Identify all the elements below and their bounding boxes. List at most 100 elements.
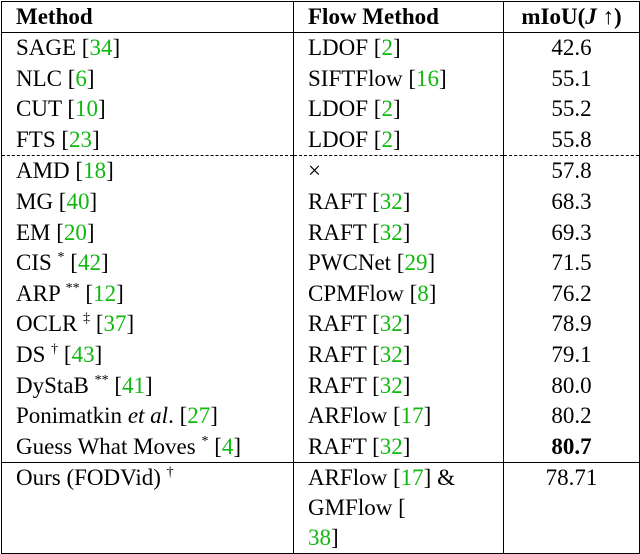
- text: [: [90, 311, 104, 337]
- text: ]: [402, 188, 411, 214]
- text-cite: 20: [63, 219, 87, 245]
- text: AMD [: [16, 158, 84, 184]
- text: ]: [439, 65, 447, 91]
- table-cell: 78.9: [503, 309, 640, 340]
- text-cite: 32: [379, 341, 403, 367]
- text-cite: 40: [66, 188, 90, 214]
- text: Guess What Moves: [16, 433, 202, 459]
- text: 80.0: [551, 372, 592, 398]
- text-cite: 17: [400, 465, 424, 491]
- text-cite: 4: [221, 433, 234, 459]
- text: Method: [16, 4, 93, 29]
- text: ×: [308, 158, 321, 184]
- table-cell: NLC [6]: [1, 63, 294, 95]
- table-cell: LDOF [2]: [293, 32, 504, 64]
- text: LDOF [: [308, 35, 382, 60]
- table-cell: 76.2: [503, 278, 640, 310]
- text: ]: [145, 372, 153, 398]
- table-cell: RAFT [32]: [293, 217, 504, 249]
- text: 78.9: [551, 311, 592, 337]
- text: 76.2: [551, 280, 592, 306]
- text: PWCNet [: [308, 250, 405, 276]
- text: RAFT [: [308, 341, 380, 367]
- text-italic: J: [585, 4, 597, 29]
- text-cite: 16: [416, 65, 439, 91]
- text-cite: 12: [93, 280, 117, 306]
- table-cell: SIFTFlow [16]: [293, 63, 504, 95]
- table-cell: RAFT [32]: [293, 309, 504, 340]
- text: ]: [427, 250, 436, 276]
- table-row: DS † [43] RAFT [32] 79.1: [1, 339, 640, 371]
- text-cite: 2: [381, 126, 393, 152]
- text: ]: [100, 250, 109, 276]
- text-cite: 8: [417, 280, 429, 306]
- text-cite: 32: [379, 372, 403, 398]
- table-row: Guess What Moves * [4] RAFT [32] 80.7: [1, 431, 640, 464]
- header-cell: Flow Method: [293, 1, 504, 33]
- table-cell: FTS [23]: [1, 124, 294, 157]
- text: ]: [402, 219, 411, 245]
- text: 55.8: [551, 126, 592, 152]
- table-cell: LDOF [2]: [293, 94, 504, 125]
- text: ]: [89, 188, 98, 214]
- text: OCLR: [16, 311, 84, 337]
- table-cell: 71.5: [503, 248, 640, 279]
- table-cell: CIS * [42]: [1, 248, 294, 279]
- table-cell: 80.7: [503, 431, 640, 464]
- text: ]: [112, 35, 121, 60]
- table-cell: LDOF [2]: [293, 124, 504, 157]
- text: ]: [392, 96, 401, 122]
- table-row: NLC [6] SIFTFlow [16] 55.1: [1, 63, 640, 95]
- text: ARFlow [: [308, 403, 401, 429]
- text-cite: 10: [75, 96, 98, 122]
- table-cell: RAFT [32]: [293, 370, 504, 402]
- text: RAFT [: [308, 219, 380, 245]
- text-cite: 27: [187, 403, 211, 429]
- text: RAFT [: [308, 372, 380, 398]
- table-cell: 68.3: [503, 186, 640, 218]
- text-cite: 18: [83, 158, 107, 184]
- text: ]: [331, 525, 339, 551]
- table-row: MG [40] RAFT [32] 68.3: [1, 186, 640, 218]
- table-cell: RAFT [32]: [293, 431, 504, 464]
- text: ]: [392, 126, 401, 152]
- text: ARP: [16, 280, 66, 306]
- text: 57.8: [551, 158, 592, 184]
- text-cite: 29: [404, 250, 428, 276]
- text: EM [: [16, 219, 64, 245]
- text: DS: [16, 341, 52, 367]
- text: ]: [423, 403, 432, 429]
- table-cell: CPMFlow [8]: [293, 278, 504, 310]
- text: LDOF [: [308, 96, 382, 122]
- table-head: Method Flow Method mIoU(J ↑): [1, 1, 640, 33]
- text: 71.5: [551, 250, 592, 276]
- text: ] &: [423, 465, 455, 491]
- table-row: Ours (FODVid) † ARFlow [17] & GMFlow [38] 7…: [1, 462, 640, 554]
- text: DyStaB: [16, 372, 95, 398]
- text-sup: †: [166, 465, 174, 481]
- text: 68.3: [551, 188, 592, 214]
- table-body: SAGE [34] LDOF [2] 42.6 NLC [6] SIFTFlow [16…: [1, 32, 640, 554]
- table-cell: CUT [10]: [1, 94, 294, 125]
- text: CIS: [16, 250, 58, 276]
- text: 80.2: [551, 403, 592, 429]
- table-cell: PWCNet [29]: [293, 248, 504, 279]
- text: ]: [402, 372, 411, 398]
- text: ]: [233, 433, 242, 459]
- text-cite: 37: [103, 311, 127, 337]
- text: mIoU(: [521, 4, 586, 29]
- text: 55.2: [551, 96, 592, 122]
- text: ]: [402, 433, 411, 459]
- text: [: [108, 372, 123, 398]
- text-sup: ‡: [83, 311, 91, 327]
- text-cite: 43: [71, 341, 95, 367]
- text: LDOF [: [308, 126, 382, 152]
- text: 55.1: [551, 65, 592, 91]
- text: [: [64, 250, 78, 276]
- text-cite: 34: [89, 35, 113, 60]
- table-row: SAGE [34] LDOF [2] 42.6: [1, 32, 640, 64]
- text-sup: **: [94, 372, 109, 388]
- text: RAFT [: [308, 188, 380, 214]
- table-cell: MG [40]: [1, 186, 294, 218]
